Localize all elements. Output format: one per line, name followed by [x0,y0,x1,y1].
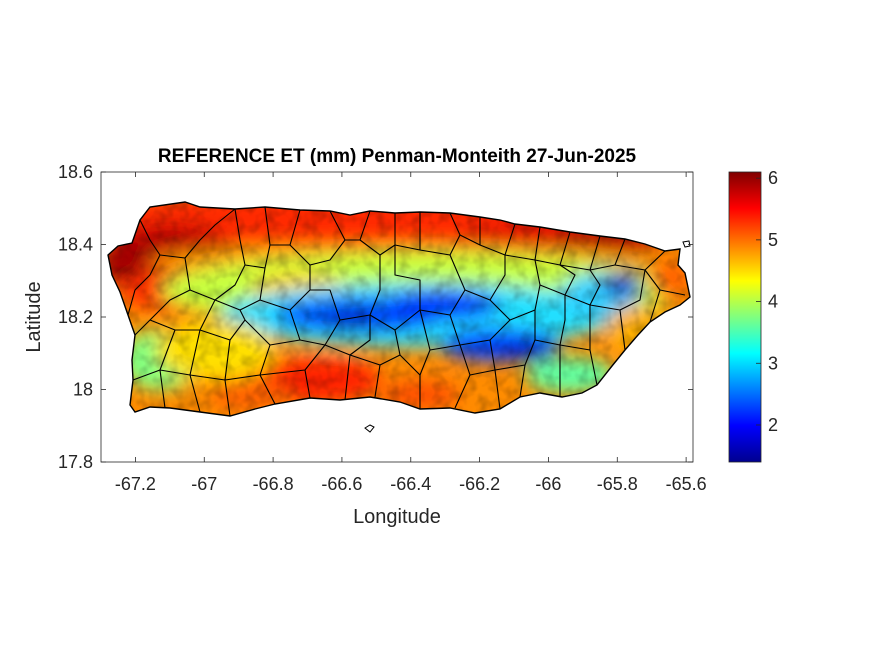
y-axis-ticks: 17.8 18 18.2 18.4 18.6 [58,162,693,472]
x-tick-label: -66.8 [253,474,294,494]
y-tick-label: 18 [73,380,93,400]
x-tick-label: -66.6 [321,474,362,494]
colorbar-tick-label: 6 [768,168,778,188]
x-tick-label: -67.2 [115,474,156,494]
colorbar-tick-label: 3 [768,353,778,373]
x-tick-label: -66.2 [459,474,500,494]
et-heat-field [108,202,690,416]
y-tick-label: 17.8 [58,452,93,472]
y-axis-label: Latitude [23,281,45,352]
x-tick-label: -67 [191,474,217,494]
municipality-boundaries [127,206,686,416]
x-axis-label: Longitude [353,506,441,528]
chart-title: REFERENCE ET (mm) Penman-Monteith 27-Jun… [158,146,637,167]
colorbar-tick-label: 2 [768,415,778,435]
y-tick-label: 18.4 [58,235,93,255]
map-plot-area: -67.2 -67 -66.8 -66.6 -66.4 -66.2 -66 -65.8 -65.… [58,162,707,494]
x-tick-label: -66.4 [390,474,431,494]
colorbar: 2 3 4 5 6 [728,168,778,463]
offshore-islet [364,424,375,433]
offshore-islet [682,240,691,248]
colorbar-ticks: 2 3 4 5 6 [756,168,778,435]
x-tick-label: -65.6 [666,474,707,494]
y-tick-label: 18.2 [58,307,93,327]
colorbar-tick-label: 5 [768,230,778,250]
x-tick-label: -66 [535,474,561,494]
y-tick-label: 18.6 [58,162,93,182]
colorbar-tick-label: 4 [768,292,778,312]
colorbar-gradient [728,171,762,463]
x-tick-label: -65.8 [597,474,638,494]
x-axis-ticks: -67.2 -67 -66.8 -66.6 -66.4 -66.2 -66 -65.8 -65.… [115,172,707,494]
